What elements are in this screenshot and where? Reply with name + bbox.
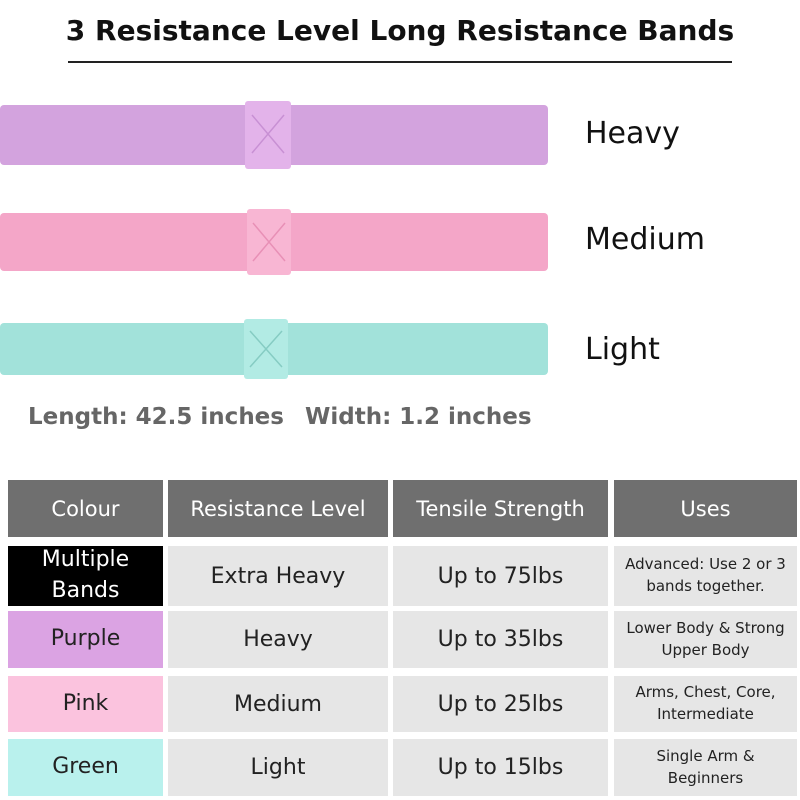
pink-band: [0, 209, 548, 275]
table-cell: Heavy: [168, 611, 388, 668]
table-cell: Extra Heavy: [168, 546, 388, 606]
colour-cell: Pink: [8, 676, 163, 732]
green-band: [0, 319, 548, 379]
title: 3 Resistance Level Long Resistance Bands: [65, 14, 735, 47]
table-cell: Medium: [168, 676, 388, 732]
table-cell: Advanced: Use 2 or 3 bands together.: [614, 546, 797, 606]
title-underline: [68, 61, 732, 63]
band-label: Heavy: [585, 116, 680, 151]
table-cell: Light: [168, 739, 388, 796]
table-header: Colour: [8, 480, 163, 537]
bands-illustration: [0, 101, 548, 379]
table-cell: Single Arm & Beginners: [614, 739, 797, 796]
table-header: Resistance Level: [168, 480, 388, 537]
colour-cell: Multiple Bands: [8, 546, 163, 606]
colour-cell: Purple: [8, 611, 163, 668]
spec-length: Length: 42.5 inches: [28, 404, 284, 430]
table-header: Tensile Strength: [393, 480, 608, 537]
table-cell: Up to 75lbs: [393, 546, 608, 606]
band-label: Medium: [585, 222, 705, 257]
purple-band: [0, 101, 548, 169]
band-label: Light: [585, 332, 660, 367]
table-cell: Arms, Chest, Core, Intermediate: [614, 676, 797, 732]
table-cell: Up to 35lbs: [393, 611, 608, 668]
table-cell: Lower Body & Strong Upper Body: [614, 611, 797, 668]
table-cell: Up to 25lbs: [393, 676, 608, 732]
table-header: Uses: [614, 480, 797, 537]
table-cell: Up to 15lbs: [393, 739, 608, 796]
colour-cell: Green: [8, 739, 163, 796]
spec-width: Width: 1.2 inches: [305, 404, 532, 430]
